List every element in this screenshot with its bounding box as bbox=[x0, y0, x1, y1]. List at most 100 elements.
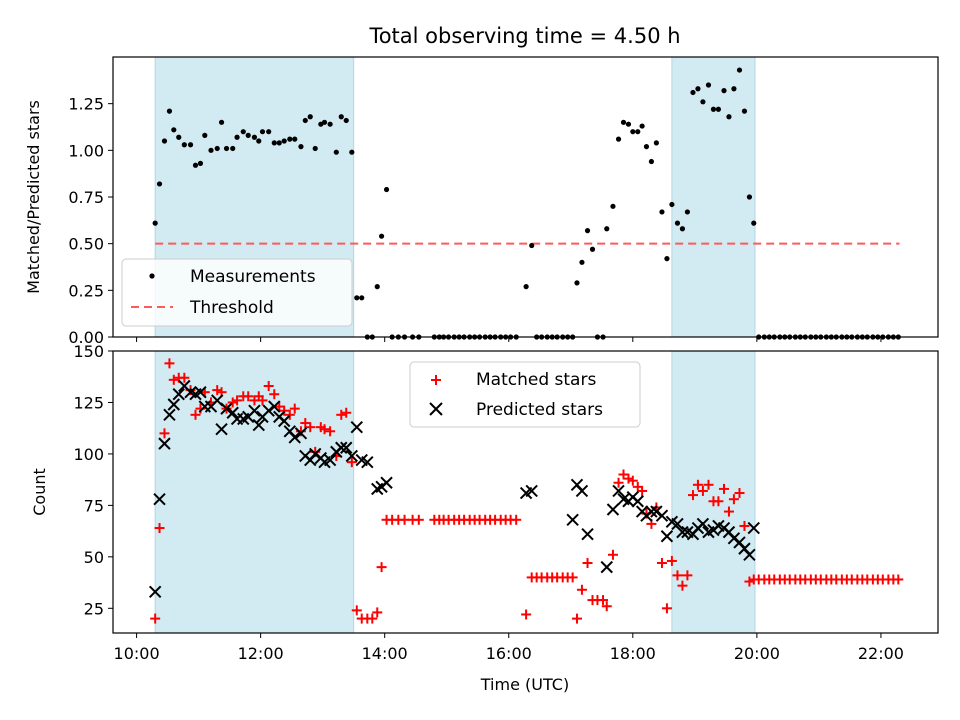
measurement-point bbox=[354, 295, 360, 301]
measurement-point bbox=[214, 145, 220, 152]
measurement-point bbox=[307, 114, 313, 120]
matched-star-point bbox=[521, 609, 532, 620]
matched-star-point bbox=[613, 477, 624, 488]
predicted-star-point bbox=[172, 388, 185, 401]
bottom-y-axis: 25 50 75 100 125 150 bbox=[73, 342, 113, 618]
measurement-point bbox=[383, 186, 390, 193]
matched-star-point bbox=[607, 549, 618, 560]
top-y-tick-label: 0.00 bbox=[68, 328, 104, 347]
top-y-tick-label: 0.50 bbox=[68, 235, 104, 254]
x-tick-label: 16:00 bbox=[486, 644, 532, 663]
predicted-star-point bbox=[163, 408, 176, 422]
measurement-point bbox=[327, 121, 333, 127]
matched-star-point bbox=[179, 372, 190, 383]
matched-star-point bbox=[190, 409, 201, 420]
predicted-star-point bbox=[345, 449, 359, 463]
legend-measurements-label: Measurements bbox=[190, 267, 316, 287]
matched-star-point bbox=[351, 605, 362, 616]
matched-star-point bbox=[376, 562, 387, 573]
top-y-tick-label: 1.25 bbox=[68, 95, 104, 114]
matched-star-point bbox=[697, 485, 708, 496]
measurement-point bbox=[695, 86, 701, 92]
measurement-point bbox=[156, 181, 163, 187]
matched-star-point bbox=[289, 403, 300, 414]
top-y-tick-label: 0.75 bbox=[68, 188, 104, 207]
measurement-point bbox=[176, 134, 182, 140]
x-tick-label: 14:00 bbox=[362, 644, 408, 663]
bottom-axes-frame bbox=[112, 350, 939, 634]
matched-star-point bbox=[571, 613, 582, 624]
measurement-point bbox=[152, 220, 158, 226]
measurement-point bbox=[523, 284, 529, 290]
predicted-star-point bbox=[194, 385, 207, 399]
predicted-star-point bbox=[525, 484, 538, 498]
predicted-star-point bbox=[262, 404, 275, 417]
measurement-point bbox=[679, 226, 686, 232]
matched-star-point bbox=[739, 520, 750, 531]
measurement-point bbox=[736, 67, 743, 73]
predicted-star-point bbox=[148, 585, 162, 599]
bottom-y-tick-label: 150 bbox=[73, 342, 104, 361]
matched-star-point bbox=[576, 584, 587, 595]
bottom-y-tick-label: 25 bbox=[84, 599, 104, 618]
matched-star-point bbox=[150, 613, 161, 624]
matched-star-point bbox=[672, 570, 683, 581]
matched-star-point bbox=[164, 358, 175, 369]
matched-star-point bbox=[728, 494, 739, 505]
measurement-point bbox=[287, 136, 293, 142]
top-legend-box bbox=[121, 258, 353, 327]
matched-star-point bbox=[682, 570, 693, 581]
matched-star-point bbox=[325, 426, 336, 437]
matched-star-point bbox=[341, 407, 352, 418]
predicted-star-point bbox=[575, 484, 589, 498]
measurement-point bbox=[584, 228, 591, 234]
legend-predicted-marker bbox=[429, 402, 443, 416]
measurement-point bbox=[302, 117, 308, 124]
legend-predicted-label: Predicted stars bbox=[476, 400, 603, 420]
matched-star-point bbox=[511, 514, 522, 525]
predicted-star-point bbox=[671, 517, 684, 531]
measurement-point bbox=[208, 147, 214, 153]
measurement-point bbox=[620, 119, 627, 125]
measurement-point bbox=[292, 136, 298, 142]
measurement-point bbox=[166, 108, 173, 114]
measurement-point bbox=[529, 242, 535, 249]
matched-star-point bbox=[319, 424, 330, 435]
measurement-point bbox=[256, 138, 262, 144]
predicted-star-point bbox=[335, 441, 348, 454]
x-tick-label: 12:00 bbox=[238, 644, 284, 663]
matched-star-point bbox=[154, 523, 165, 534]
predicted-star-point bbox=[606, 503, 620, 516]
matched-star-point bbox=[232, 395, 243, 406]
predicted-star-point bbox=[655, 509, 669, 522]
measurement-point bbox=[726, 114, 732, 120]
predicted-star-point bbox=[340, 441, 353, 454]
matched-star-point bbox=[257, 395, 268, 406]
measurement-point bbox=[710, 106, 717, 112]
matched-star-point bbox=[279, 405, 290, 416]
predicted-star-point bbox=[323, 453, 337, 467]
measurement-point bbox=[298, 144, 304, 150]
predicted-star-point bbox=[612, 484, 625, 498]
matched-star-point bbox=[212, 385, 223, 396]
measurement-point bbox=[705, 82, 712, 88]
predicted-star-point bbox=[215, 423, 228, 436]
matched-star-point bbox=[656, 558, 667, 569]
measurement-point bbox=[192, 162, 199, 168]
predicted-star-point bbox=[167, 398, 180, 411]
measurement-point bbox=[721, 88, 727, 94]
predicted-star-point bbox=[696, 517, 710, 531]
matched-star-point bbox=[723, 506, 734, 517]
matched-star-point bbox=[336, 409, 347, 420]
predicted-star-point bbox=[350, 420, 363, 434]
top-shaded-span-1 bbox=[671, 57, 756, 337]
predicted-star-point bbox=[600, 560, 613, 574]
matched-star-point bbox=[367, 613, 378, 624]
predicted-star-point bbox=[743, 548, 756, 561]
measurement-point bbox=[625, 121, 632, 127]
bottom-shaded-span-1 bbox=[671, 351, 756, 633]
predicted-star-point bbox=[727, 532, 741, 545]
top-x-ticks bbox=[136, 337, 882, 342]
